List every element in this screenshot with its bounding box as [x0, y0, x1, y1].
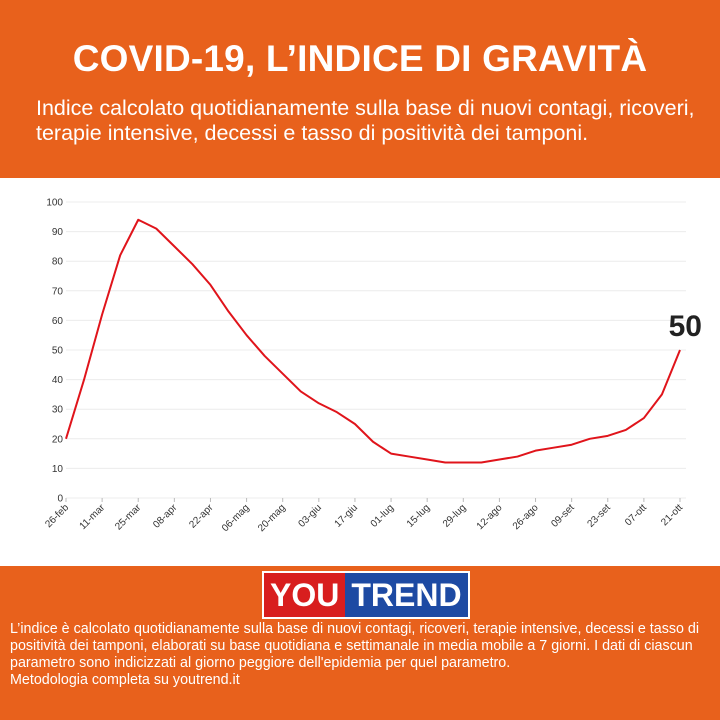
- value-label: 50: [669, 310, 702, 343]
- footer: L’indice è calcolato quotidianamente sul…: [10, 621, 710, 689]
- y-tick-label: 60: [52, 316, 64, 327]
- subtitle: Indice calcolato quotidianamente sulla b…: [36, 96, 695, 145]
- y-tick-label: 20: [52, 434, 64, 445]
- footer-note: L’indice è calcolato quotidianamente sul…: [10, 621, 700, 671]
- y-tick-label: 30: [52, 405, 64, 416]
- y-tick-label: 80: [52, 257, 64, 268]
- logo-right: TREND: [345, 573, 468, 617]
- y-tick-label: 50: [52, 346, 64, 357]
- y-tick-label: 70: [52, 286, 64, 297]
- logo-left: YOU: [264, 573, 346, 617]
- y-tick-label: 100: [46, 198, 63, 209]
- footer-link: Metodologia completa su youtrend.it: [10, 672, 240, 688]
- y-tick-label: 10: [52, 464, 64, 475]
- chart-background: [0, 178, 720, 566]
- y-tick-label: 90: [52, 227, 64, 238]
- y-tick-label: 0: [57, 494, 63, 505]
- logo: YOU TREND: [262, 571, 470, 619]
- line: [65, 218, 681, 464]
- y-tick-label: 40: [52, 375, 64, 386]
- title: COVID-19, L’INDICE DI GRAVITÀ: [72, 38, 648, 79]
